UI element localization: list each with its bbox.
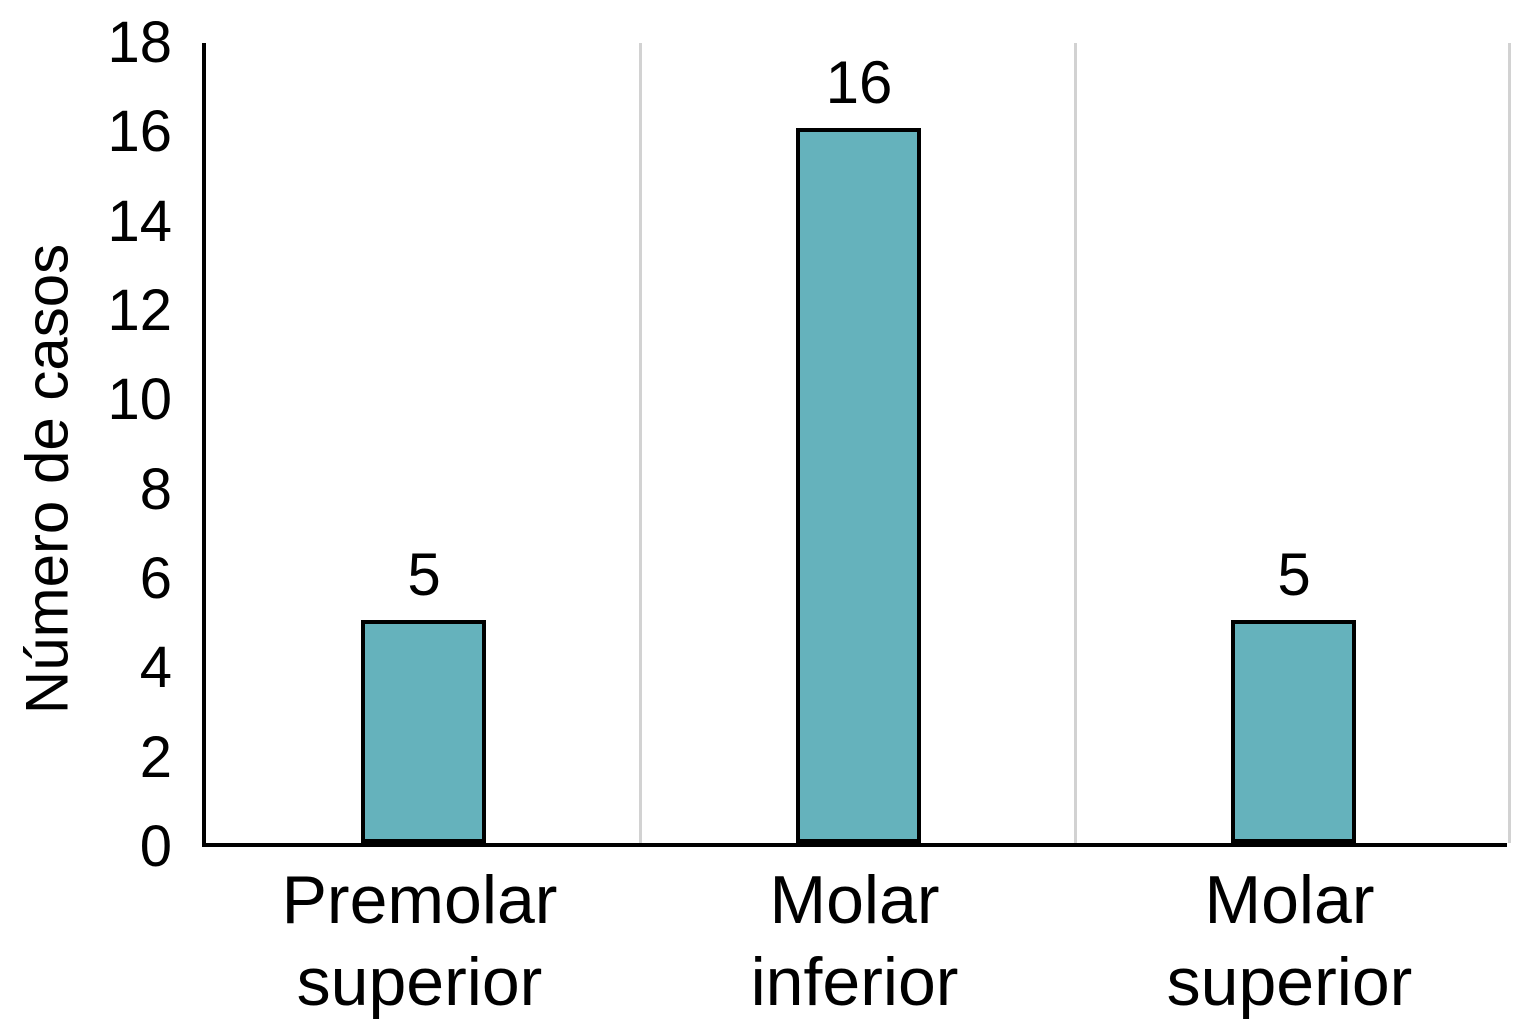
plot-area: 5 16 5 <box>202 43 1511 847</box>
y-tick-label: 10 <box>107 367 172 432</box>
y-tick-label: 12 <box>107 278 172 343</box>
y-tick-label: 2 <box>139 725 172 790</box>
y-tick-label: 18 <box>107 10 172 75</box>
y-axis-tick-labels: 0 2 4 6 8 10 12 14 16 18 <box>40 10 172 879</box>
bar-value-label: 5 <box>1277 541 1311 608</box>
y-tick-label: 6 <box>139 546 172 611</box>
y-tick-label: 8 <box>139 457 172 522</box>
x-category-label: Molar superior <box>1166 862 1413 1020</box>
bar-3 <box>1231 620 1356 843</box>
bar-value-label: 5 <box>407 541 441 608</box>
category-separator-gridline <box>639 43 642 843</box>
y-tick-label: 14 <box>107 189 172 254</box>
y-tick-label: 16 <box>107 99 172 164</box>
bar-value-label: 16 <box>825 49 893 116</box>
bar-1 <box>361 620 486 843</box>
category-separator-gridline <box>1508 43 1511 843</box>
bar-2 <box>796 128 921 843</box>
y-tick-label: 0 <box>139 814 172 879</box>
x-category-label: Molar inferior <box>750 862 959 1020</box>
category-separator-gridline <box>1074 43 1077 843</box>
x-axis-category-labels: Premolar superior Molar inferior Molar sup… <box>202 860 1507 1024</box>
x-category-label: Premolar superior <box>281 862 558 1020</box>
y-tick-label: 4 <box>139 635 172 700</box>
